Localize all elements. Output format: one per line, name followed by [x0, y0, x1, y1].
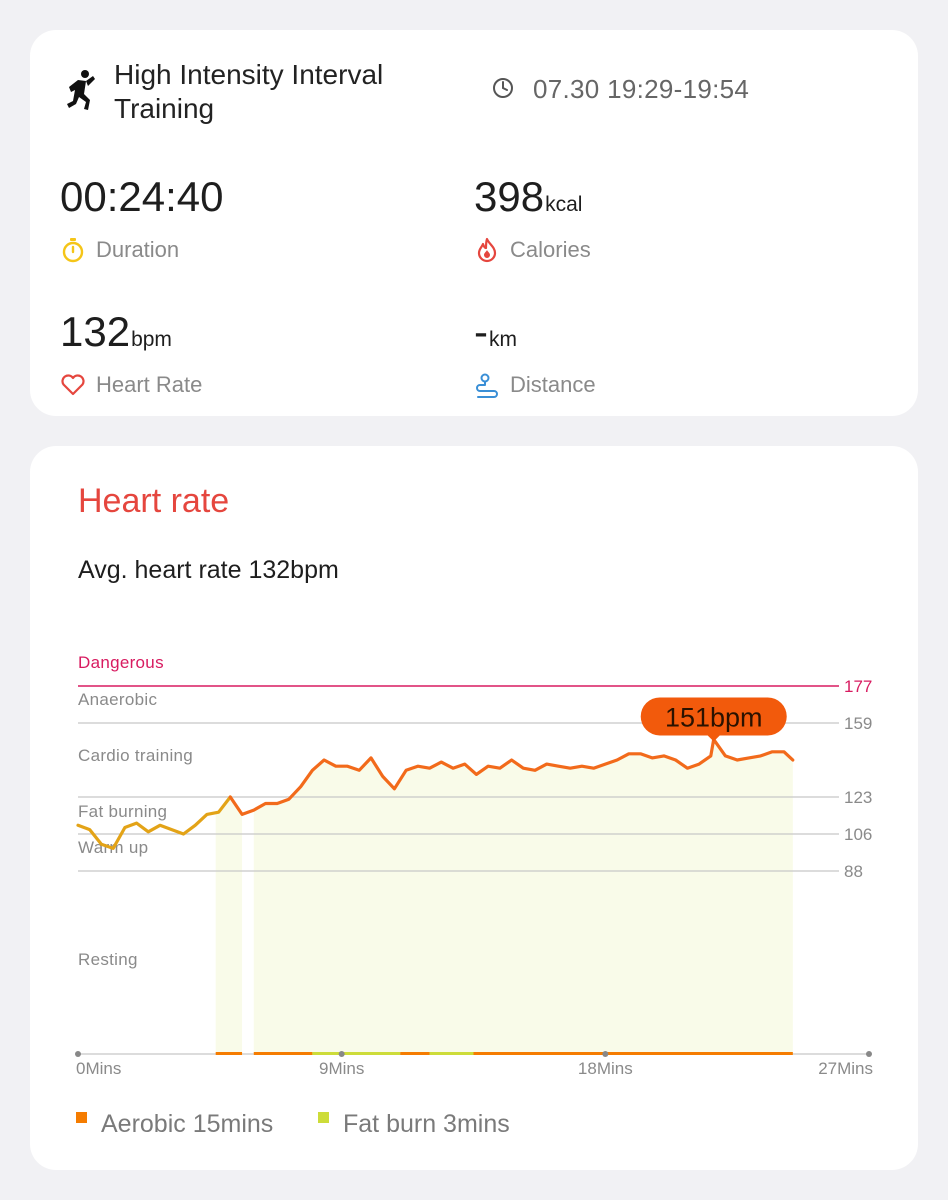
distance-value: -: [474, 308, 488, 355]
zone-name-resting: Resting: [78, 950, 138, 969]
x-tick-dot-2: [602, 1051, 609, 1057]
legend-fat-burn: Fat burn 3mins: [318, 1110, 510, 1139]
zone-bar-1: [253, 1052, 313, 1055]
zone-name-anaerobic: Anaerobic: [78, 690, 157, 709]
heart-icon: [61, 374, 85, 396]
stopwatch-icon: [62, 238, 84, 263]
calories-label: Calories: [510, 237, 591, 262]
heart-rate-card: Heart rate Avg. heart rate 132bpm 177 Dan…: [30, 446, 918, 1170]
zone-bar-4: [429, 1052, 474, 1055]
peak-bubble: [640, 697, 787, 736]
hr-fill-area-0: [215, 797, 243, 1054]
zone-bar-5: [473, 1052, 793, 1055]
zone-name-fat-burning: Fat burning: [78, 802, 167, 821]
zone-bar-3: [400, 1052, 430, 1055]
x-tick-dot-0: [75, 1051, 81, 1057]
zone-bar-2: [312, 1052, 401, 1055]
x-tick-dot-1: [338, 1051, 345, 1057]
activity-title: High Intensity Interval Training: [114, 59, 384, 124]
flame-icon: [477, 237, 497, 263]
heart-rate-metric: 132bpm Heart Rate: [60, 310, 202, 398]
x-tick-label-0: 0Mins: [76, 1059, 121, 1078]
route-icon: [476, 373, 498, 398]
calories-value: 398: [474, 173, 545, 220]
distance-metric: -km Distance: [474, 310, 596, 398]
workout-summary-card: High Intensity Interval Training 07.30 1…: [30, 30, 918, 416]
fat-burn-legend-label: Fat burn 3mins: [343, 1110, 510, 1138]
hr-line-main: [228, 737, 795, 816]
calories-metric: 398kcal Calories: [474, 175, 591, 263]
distance-unit: km: [489, 328, 517, 351]
duration-value: 00:24:40: [60, 173, 224, 220]
avg-heart-rate: Avg. heart rate 132bpm: [78, 556, 339, 584]
x-tick-dot-3: [866, 1051, 872, 1057]
peak-label: 151bpm: [665, 702, 763, 732]
duration-label: Duration: [96, 237, 180, 262]
heart-rate-chart: 177 Dangerous 159 Anaerobic 123 Cardio traini…: [75, 653, 873, 1078]
zone-name-cardio-training: Cardio training: [78, 746, 193, 765]
heart-rate-unit: bpm: [131, 328, 172, 351]
duration-metric: 00:24:40 Duration: [60, 175, 225, 263]
fat-burn-swatch: [318, 1112, 329, 1123]
running-person-icon: [67, 70, 95, 110]
zone-threshold-label-dangerous: 177: [844, 677, 872, 696]
x-tick-label-2: 18Mins: [578, 1059, 633, 1078]
calories-unit: kcal: [545, 193, 583, 216]
heart-rate-value: 132: [60, 308, 131, 355]
hr-line-warmup: [76, 795, 232, 850]
heart-rate-title: Heart rate: [78, 482, 230, 520]
zone-bar-0: [215, 1052, 243, 1055]
aerobic-swatch: [76, 1112, 87, 1123]
zone-threshold-label-anaerobic: 159: [844, 714, 872, 733]
peak-bubble-pointer: [706, 734, 721, 742]
distance-label: Distance: [510, 372, 596, 397]
x-tick-label-3: 27Mins: [818, 1059, 873, 1078]
x-tick-label-1: 9Mins: [319, 1059, 364, 1078]
clock-icon: [493, 78, 513, 98]
hr-fill-area-1: [253, 739, 793, 1054]
time-range: 07.30 19:29-19:54: [533, 74, 750, 104]
zone-threshold-label-fat-burning: 106: [844, 825, 872, 844]
heart-rate-label: Heart Rate: [96, 372, 203, 397]
zone-name-dangerous: Dangerous: [78, 653, 164, 672]
legend-aerobic: Aerobic 15mins: [76, 1110, 273, 1139]
zone-threshold-label-warm-up: 88: [844, 862, 863, 881]
zone-threshold-label-cardio-training: 123: [844, 788, 872, 807]
aerobic-legend-label: Aerobic 15mins: [101, 1110, 274, 1138]
